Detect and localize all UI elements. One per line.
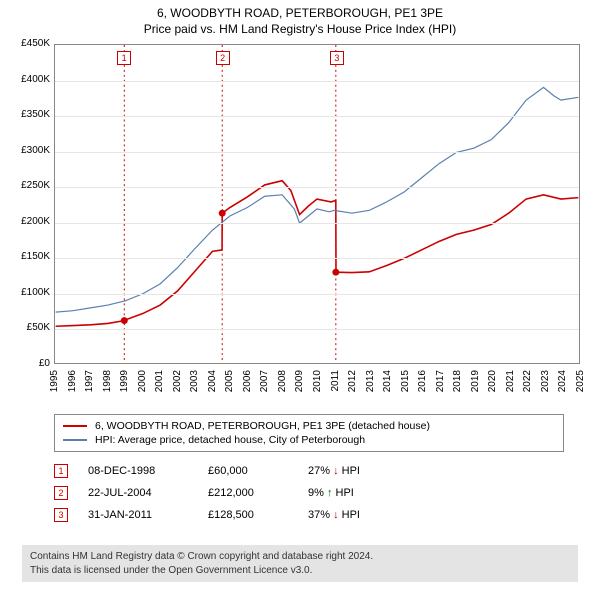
gridline [55,329,579,330]
reference-marker-box: 2 [216,51,230,65]
legend-swatch [63,439,87,441]
footer-line1: Contains HM Land Registry data © Crown c… [30,550,570,564]
x-axis-label: 2010 [312,370,323,392]
transaction-delta: 37% ↓ HPI [308,509,428,521]
legend-label: HPI: Average price, detached house, City… [95,434,365,446]
x-axis-label: 2013 [365,370,376,392]
legend-item: HPI: Average price, detached house, City… [63,433,555,447]
transaction-date: 31-JAN-2011 [88,509,188,521]
transaction-row: 1 08-DEC-1998 £60,000 27% ↓ HPI [54,460,564,482]
transaction-index: 1 [54,464,68,478]
transaction-index: 3 [54,508,68,522]
y-axis-label: £300K [8,146,50,156]
footer-attribution: Contains HM Land Registry data © Crown c… [22,545,578,582]
gridline [55,152,579,153]
x-axis-label: 2015 [400,370,411,392]
y-axis-label: £100K [8,288,50,298]
legend-item: 6, WOODBYTH ROAD, PETERBOROUGH, PE1 3PE … [63,419,555,433]
y-axis-label: £350K [8,110,50,120]
x-axis-label: 2011 [330,370,341,392]
x-axis-label: 1999 [119,370,130,392]
x-axis-label: 2023 [540,370,551,392]
x-axis-label: 2022 [522,370,533,392]
x-axis-label: 1997 [84,370,95,392]
transaction-price: £212,000 [208,487,288,499]
y-axis-label: £0 [8,359,50,369]
gridline [55,294,579,295]
transaction-delta: 27% ↓ HPI [308,465,428,477]
x-axis-label: 2021 [505,370,516,392]
x-axis-label: 1995 [49,370,60,392]
x-axis-label: 2012 [347,370,358,392]
transaction-date: 08-DEC-1998 [88,465,188,477]
series-line [56,181,579,327]
x-axis-label: 2005 [224,370,235,392]
x-axis-label: 2014 [382,370,393,392]
x-axis-label: 1996 [67,370,78,392]
transaction-date: 22-JUL-2004 [88,487,188,499]
gridline [55,116,579,117]
chart-svg [55,45,579,363]
reference-marker-box: 3 [330,51,344,65]
y-axis-label: £450K [8,39,50,49]
data-marker-dot [219,210,226,217]
figure-container: 6, WOODBYTH ROAD, PETERBOROUGH, PE1 3PE … [0,0,600,590]
y-axis-label: £150K [8,252,50,262]
x-axis-label: 2007 [259,370,270,392]
y-axis-label: £250K [8,181,50,191]
data-marker-dot [121,317,128,324]
x-axis-label: 2020 [487,370,498,392]
x-axis-label: 1998 [102,370,113,392]
x-axis-label: 2000 [137,370,148,392]
x-axis-label: 2003 [189,370,200,392]
y-axis-label: £200K [8,217,50,227]
transaction-price: £60,000 [208,465,288,477]
reference-marker-box: 1 [117,51,131,65]
x-axis-label: 2002 [172,370,183,392]
x-axis-label: 2025 [575,370,586,392]
gridline [55,81,579,82]
legend-swatch [63,425,87,427]
transaction-row: 3 31-JAN-2011 £128,500 37% ↓ HPI [54,504,564,526]
x-axis-label: 2017 [435,370,446,392]
data-marker-dot [332,269,339,276]
transaction-index: 2 [54,486,68,500]
chart: 1 2 3 £0 £50K £100K £150K £200K £250K £300K £350K… [10,44,590,404]
legend: 6, WOODBYTH ROAD, PETERBOROUGH, PE1 3PE … [54,414,564,452]
gridline [55,187,579,188]
x-axis-label: 2018 [452,370,463,392]
x-axis-label: 2006 [242,370,253,392]
transactions-table: 1 08-DEC-1998 £60,000 27% ↓ HPI 2 22-JUL-2004… [54,460,564,526]
x-axis-label: 2004 [207,370,218,392]
gridline [55,223,579,224]
transaction-row: 2 22-JUL-2004 £212,000 9% ↑ HPI [54,482,564,504]
transaction-delta: 9% ↑ HPI [308,487,428,499]
y-axis-label: £50K [8,323,50,333]
gridline [55,258,579,259]
x-axis-label: 2001 [154,370,165,392]
footer-line2: This data is licensed under the Open Gov… [30,564,570,578]
x-axis-label: 2019 [470,370,481,392]
x-axis-label: 2008 [277,370,288,392]
transaction-price: £128,500 [208,509,288,521]
y-axis-label: £400K [8,75,50,85]
x-axis-label: 2024 [557,370,568,392]
title-address: 6, WOODBYTH ROAD, PETERBOROUGH, PE1 3PE [0,6,600,20]
title-block: 6, WOODBYTH ROAD, PETERBOROUGH, PE1 3PE … [0,0,600,38]
title-subtitle: Price paid vs. HM Land Registry's House … [0,22,600,36]
x-axis-label: 2016 [417,370,428,392]
x-axis-label: 2009 [294,370,305,392]
legend-label: 6, WOODBYTH ROAD, PETERBOROUGH, PE1 3PE … [95,420,430,432]
plot-area: 1 2 3 [54,44,580,364]
